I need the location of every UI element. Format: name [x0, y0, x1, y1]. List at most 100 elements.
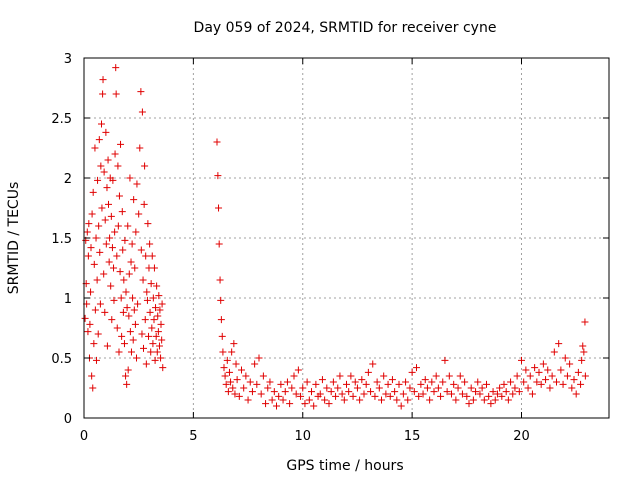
data-point: [109, 176, 117, 184]
data-point: [97, 162, 105, 170]
data-point: [158, 300, 166, 308]
data-point: [83, 228, 91, 236]
data-point: [104, 156, 112, 164]
data-point: [112, 90, 120, 98]
data-point: [288, 384, 296, 392]
data-point: [240, 384, 248, 392]
data-point: [132, 228, 140, 236]
data-point: [408, 368, 416, 376]
data-point: [428, 378, 436, 386]
data-point: [542, 376, 550, 384]
data-point: [145, 332, 153, 340]
data-point: [463, 392, 471, 400]
data-point: [279, 396, 287, 404]
data-point: [310, 402, 318, 410]
data-point: [351, 378, 359, 386]
data-point: [111, 150, 119, 158]
data-point: [244, 396, 252, 404]
data-point: [273, 402, 280, 410]
data-point: [533, 378, 541, 386]
data-point: [246, 378, 254, 386]
data-point: [215, 240, 223, 248]
data-point: [126, 328, 134, 336]
data-point: [121, 236, 129, 244]
data-point: [487, 400, 495, 408]
data-point: [292, 390, 300, 398]
data-point: [323, 384, 331, 392]
data-point: [430, 388, 438, 396]
data-point: [149, 294, 157, 302]
data-point: [268, 396, 276, 404]
data-point: [143, 296, 151, 304]
y-tick-labels: 0 0.5 1 1.5 2 2.5 3: [51, 52, 72, 427]
data-point: [156, 306, 164, 314]
data-point: [329, 378, 337, 386]
data-point: [520, 378, 528, 386]
data-point: [270, 388, 278, 396]
data-point: [358, 376, 366, 384]
data-point: [343, 380, 350, 388]
data-point: [142, 252, 150, 260]
data-point: [439, 378, 447, 386]
data-point: [228, 348, 236, 356]
data-point: [546, 384, 554, 392]
data-point: [496, 384, 504, 392]
data-point: [297, 392, 305, 400]
data-point: [375, 384, 383, 392]
data-point: [450, 380, 458, 388]
data-point: [373, 378, 381, 386]
data-point: [570, 376, 578, 384]
data-point: [531, 364, 539, 372]
data-point: [159, 364, 167, 372]
data-point: [474, 378, 482, 386]
data-point: [123, 380, 131, 388]
y-tick-label: 2: [64, 172, 72, 187]
data-point: [384, 380, 392, 388]
data-point: [539, 360, 547, 368]
data-point: [395, 380, 403, 388]
data-point: [131, 320, 139, 328]
data-point: [489, 388, 497, 396]
data-point: [225, 368, 233, 376]
data-point: [217, 316, 225, 324]
data-point: [119, 308, 127, 316]
data-point: [465, 400, 473, 408]
data-point: [215, 204, 223, 212]
data-point: [125, 312, 133, 320]
data-point: [110, 264, 118, 272]
data-point: [141, 316, 149, 324]
x-axis-label: GPS time / hours: [286, 458, 403, 474]
data-point: [356, 396, 364, 404]
data-point: [378, 396, 385, 404]
data-point: [86, 320, 94, 328]
data-point: [257, 390, 265, 398]
data-point: [115, 192, 123, 200]
data-point: [461, 378, 469, 386]
data-point: [316, 390, 324, 398]
data-point: [498, 392, 506, 400]
data-point: [367, 388, 375, 396]
data-point: [281, 388, 289, 396]
data-point: [345, 388, 353, 396]
data-point: [118, 332, 126, 340]
data-point: [95, 136, 103, 144]
data-point: [362, 380, 370, 388]
data-point: [105, 258, 113, 266]
data-point: [157, 320, 165, 328]
data-point: [122, 288, 130, 296]
data-point: [138, 330, 146, 338]
data-point: [143, 288, 151, 296]
data-point: [113, 324, 121, 332]
data-point: [456, 372, 464, 380]
data-point: [544, 366, 552, 374]
data-point: [321, 396, 329, 404]
data-point: [96, 300, 104, 308]
data-point: [149, 340, 157, 348]
data-point: [312, 380, 320, 388]
data-point: [393, 396, 401, 404]
data-point: [445, 372, 453, 380]
data-point: [120, 340, 128, 348]
data-point: [91, 144, 99, 152]
data-point: [555, 340, 563, 348]
data-point: [108, 244, 116, 252]
